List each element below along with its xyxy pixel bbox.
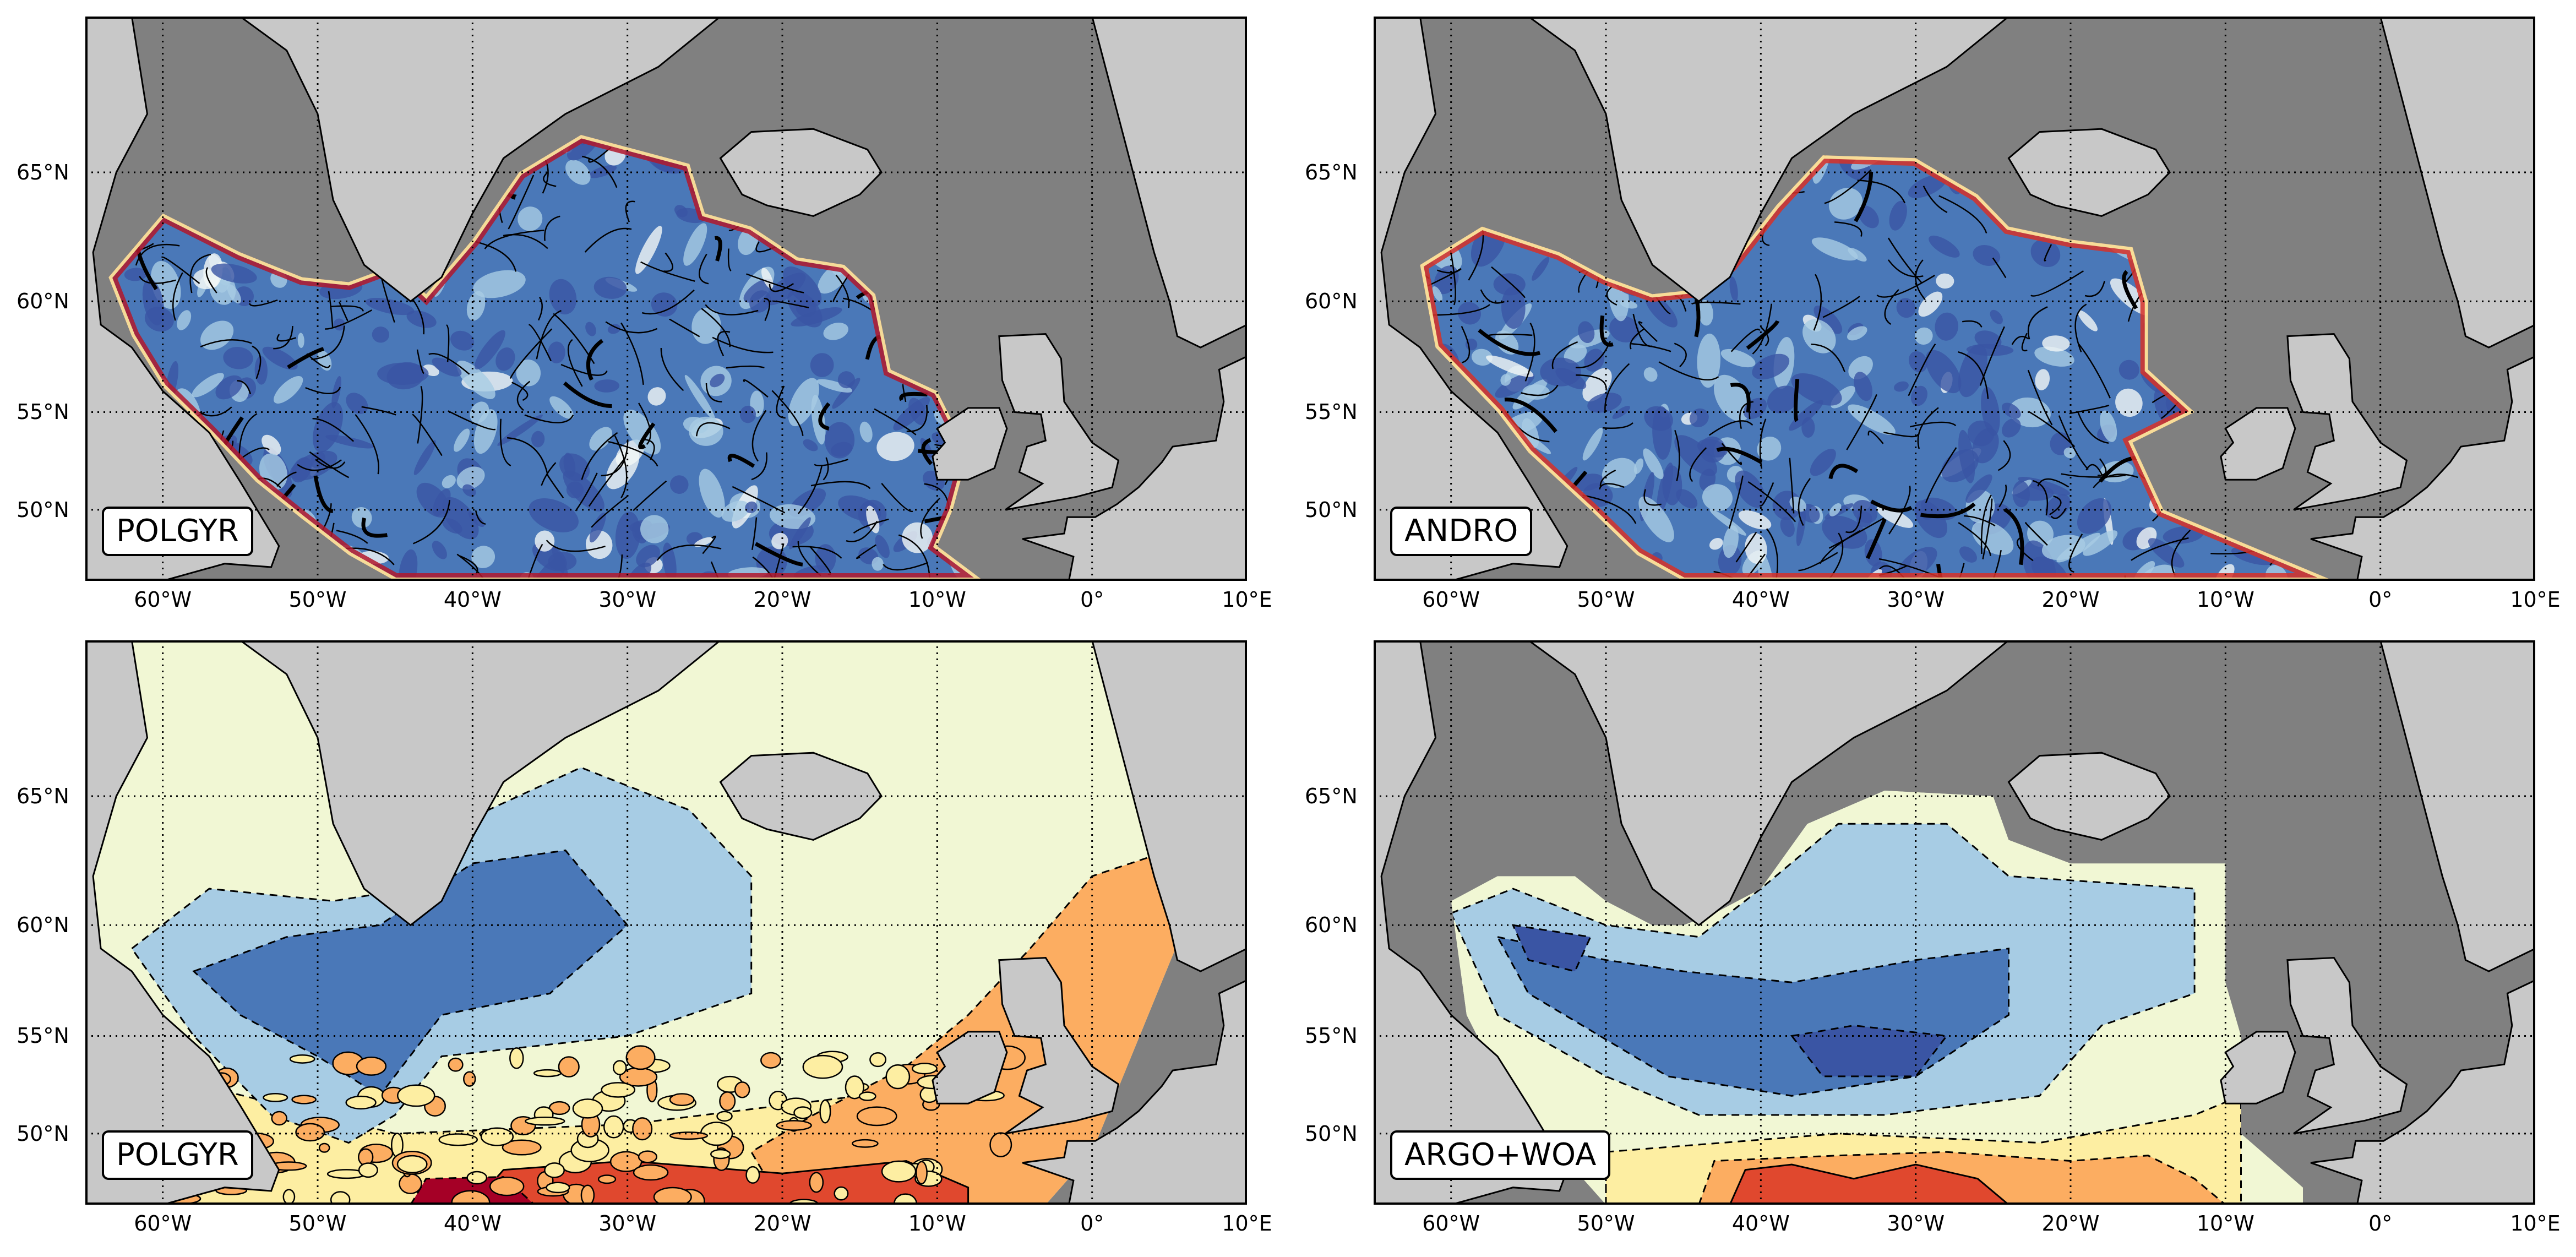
lon-tick-label: 10°E [1222,1211,1272,1236]
lon-tick-label: 50°W [1577,1211,1635,1236]
lat-tick-label: 65°N [1305,784,1358,809]
panel-top-left: POLGYR [85,17,1247,581]
lon-tick-label: 10°E [2510,587,2561,612]
lat-tick-label: 65°N [17,160,69,185]
lon-tick-label: 30°W [1887,587,1945,612]
landmass [85,17,280,581]
panel-label-bottom-right: ARGO+WOA [1390,1130,1611,1180]
lon-tick-label: 60°W [1422,587,1480,612]
lon-tick-label: 10°W [908,1211,966,1236]
panel-label-top-left: POLGYR [102,507,253,556]
lon-tick-label: 0° [1080,1211,1104,1236]
landmass [1022,979,1247,1205]
lon-tick-label: 10°W [908,587,966,612]
landmass [2286,333,2408,511]
lon-tick-label: 60°W [134,1211,192,1236]
lat-tick-label: 55°N [17,400,69,425]
lat-tick-label: 65°N [17,784,69,809]
landmass [1091,640,1247,972]
landmass [2310,355,2535,581]
landmass [932,1031,1008,1104]
landmass [2220,1031,2296,1104]
lat-tick-label: 60°N [17,913,69,938]
lat-tick-label: 50°N [1305,1121,1358,1146]
map-bottom-left [85,640,1247,1205]
lon-tick-label: 0° [2368,1211,2393,1236]
lat-tick-label: 55°N [17,1024,69,1048]
lat-tick-label: 55°N [1305,400,1358,425]
lon-tick-label: 20°W [753,587,812,612]
landmass [2286,956,2408,1135]
lon-tick-label: 50°W [288,1211,347,1236]
landmass [2310,979,2535,1205]
lon-tick-label: 0° [1080,587,1104,612]
lat-tick-label: 50°N [17,497,69,522]
map-top-left [85,17,1247,581]
lat-tick-label: 50°N [17,1121,69,1146]
lon-tick-label: 50°W [288,587,347,612]
lon-tick-label: 40°W [443,587,502,612]
lon-tick-label: 10°E [1222,587,1272,612]
lon-tick-label: 10°W [2196,1211,2254,1236]
lon-tick-label: 20°W [753,1211,812,1236]
lon-tick-label: 20°W [2041,1211,2100,1236]
lat-tick-label: 50°N [1305,497,1358,522]
landmass [1022,355,1247,581]
landmass [2379,640,2535,972]
landmass [932,407,1008,481]
lon-tick-label: 20°W [2041,587,2100,612]
landmass [2379,17,2535,349]
lon-tick-label: 0° [2368,587,2393,612]
lat-tick-label: 60°N [1305,289,1358,314]
panel-bottom-right: ARGO+WOA [1374,640,2535,1205]
landmass [2220,407,2296,481]
lon-tick-label: 50°W [1577,587,1635,612]
lat-tick-label: 60°N [1305,913,1358,938]
lon-tick-label: 60°W [134,587,192,612]
panel-top-right: ANDRO [1374,17,2535,581]
lon-tick-label: 60°W [1422,1211,1480,1236]
landmass [998,956,1120,1135]
map-bottom-right [1374,640,2535,1205]
lon-tick-label: 40°W [1731,587,1790,612]
lon-tick-label: 40°W [1731,1211,1790,1236]
panel-bottom-left: POLGYR [85,640,1247,1205]
landmass [1374,17,1569,581]
lat-tick-label: 60°N [17,289,69,314]
lon-tick-label: 30°W [598,587,657,612]
lon-tick-label: 30°W [598,1211,657,1236]
landmass [1374,640,1569,1205]
lat-tick-label: 55°N [1305,1024,1358,1048]
lon-tick-label: 30°W [1887,1211,1945,1236]
lat-tick-label: 65°N [1305,160,1358,185]
lon-tick-label: 10°E [2510,1211,2561,1236]
map-top-right [1374,17,2535,581]
panel-label-top-right: ANDRO [1390,507,1533,556]
lon-tick-label: 10°W [2196,587,2254,612]
panel-label-bottom-left: POLGYR [102,1130,253,1180]
landmass [998,333,1120,511]
lon-tick-label: 40°W [443,1211,502,1236]
landmass [85,640,280,1205]
landmass [1091,17,1247,349]
